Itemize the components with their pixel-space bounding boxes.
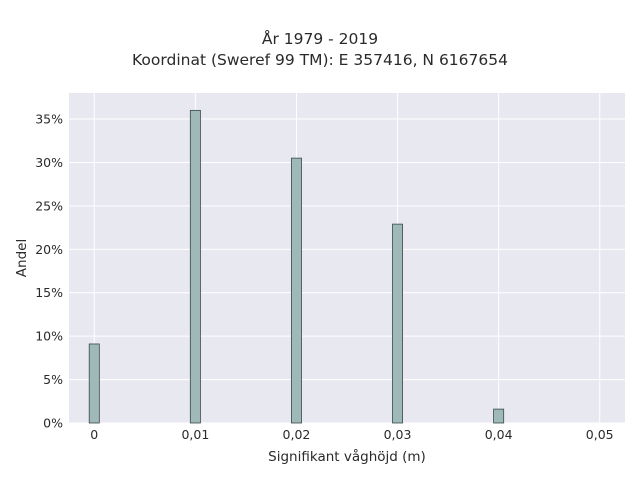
y-tick-label: 15% [35,285,63,300]
x-tick-label: 0,04 [485,427,513,442]
y-tick-label: 0% [43,416,63,431]
y-axis-ticks: 0% 5% 10% 15% 20% 25% 30% 35% [35,112,63,431]
x-tick-label: 0 [90,427,98,442]
x-axis-ticks: 0 0,01 0,02 0,03 0,04 0,05 [90,427,613,442]
bar [88,343,100,424]
chart-title: År 1979 - 2019 [261,30,379,48]
y-tick-label: 35% [35,112,63,127]
x-tick-label: 0,02 [283,427,311,442]
x-tick-label: 0,05 [586,427,614,442]
bars-group [88,109,505,424]
x-tick-label: 0,03 [384,427,412,442]
x-axis-label: Signifikant våghöjd (m) [268,448,426,465]
bar [493,408,505,424]
plot-area [69,93,625,423]
bar [392,223,403,424]
x-tick-label: 0,01 [181,427,209,442]
y-tick-label: 20% [35,242,63,257]
chart-subtitle: Koordinat (Sweref 99 TM): E 357416, N 61… [132,51,508,69]
y-tick-label: 30% [35,155,63,170]
y-axis-label: Andel [14,239,30,277]
bar [189,109,201,424]
y-tick-label: 25% [35,198,63,213]
y-tick-label: 5% [43,372,63,387]
bar [290,157,302,424]
y-tick-label: 10% [35,329,63,344]
